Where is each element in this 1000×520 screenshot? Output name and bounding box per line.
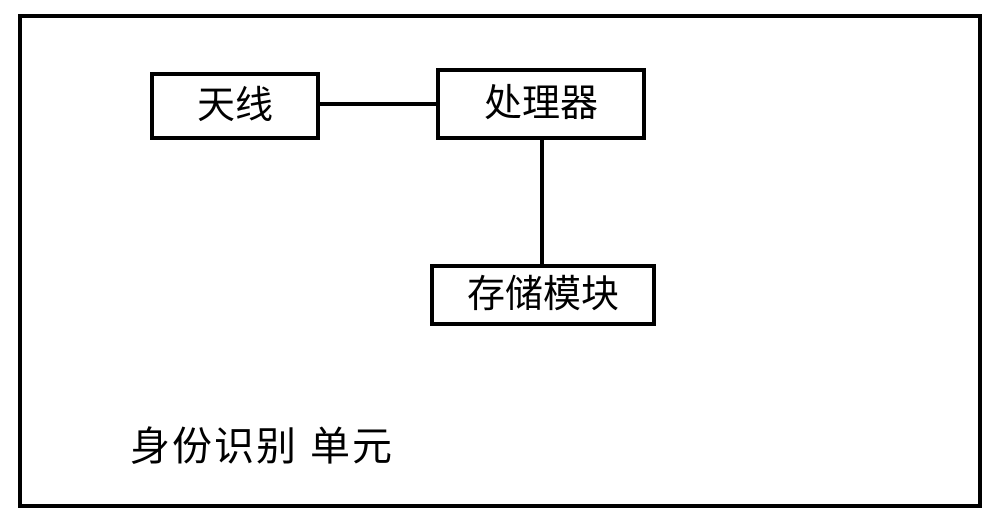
node-processor-label: 处理器 [484, 85, 598, 123]
node-processor: 处理器 [436, 68, 646, 140]
edge-antenna-processor [320, 102, 436, 106]
node-storage-label: 存储模块 [467, 276, 619, 314]
node-antenna: 天线 [150, 72, 320, 140]
identity-unit-container: 天线 处理器 存储模块 身份识别 单元 [18, 14, 982, 508]
node-antenna-label: 天线 [197, 87, 273, 125]
node-storage: 存储模块 [430, 264, 656, 326]
edge-processor-storage [540, 140, 544, 264]
diagram-caption: 身份识别 单元 [130, 414, 394, 472]
